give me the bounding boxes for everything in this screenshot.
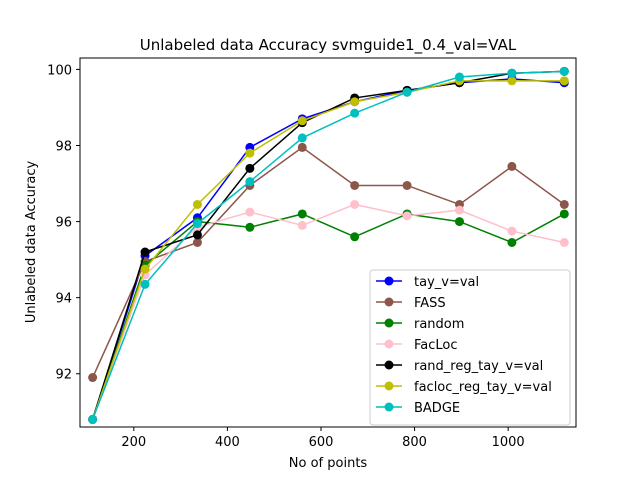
legend-item: BADGE — [376, 401, 460, 416]
y-axis: 92 94 96 98 100 — [47, 63, 80, 383]
x-tick-label: 600 — [309, 435, 334, 450]
data-point — [297, 116, 307, 126]
y-tick-label: 92 — [55, 368, 72, 383]
legend-item: random — [376, 317, 464, 332]
legend-item: FASS — [376, 296, 446, 311]
legend-item: facloc_reg_tay_v=val — [376, 380, 552, 395]
data-point — [297, 142, 307, 152]
legend-label: FASS — [414, 296, 446, 311]
data-point — [454, 217, 464, 227]
data-point — [454, 72, 464, 82]
legend-label: rand_reg_tay_v=val — [414, 359, 543, 374]
x-tick-label: 200 — [121, 435, 146, 450]
data-point — [192, 238, 202, 247]
data-point — [88, 373, 98, 383]
legend-label: BADGE — [414, 401, 460, 416]
legend-marker — [384, 381, 394, 391]
data-point — [245, 163, 255, 173]
series-line — [91, 80, 565, 420]
axes-frame — [79, 57, 577, 428]
y-tick-label: 98 — [55, 139, 72, 154]
legend-item: tay_v=val — [376, 275, 479, 290]
data-point — [402, 87, 412, 97]
x-tick-label: 400 — [215, 435, 240, 450]
x-axis: 200 400 600 800 1000 — [121, 427, 525, 450]
data-point — [507, 238, 517, 247]
legend-item: rand_reg_tay_v=val — [376, 359, 543, 374]
data-point — [192, 218, 202, 228]
data-point — [350, 97, 360, 107]
data-point — [507, 68, 517, 78]
data-point — [350, 199, 360, 209]
legend: tay_v=val FASS random FacLoc rand_reg_tay_v=… — [369, 269, 571, 426]
data-point — [88, 414, 98, 424]
chart-title: Unlabeled data Accuracy svmguide1_0.4_va… — [140, 36, 517, 55]
data-point — [140, 279, 150, 289]
data-point — [140, 264, 150, 274]
data-point — [245, 148, 255, 158]
data-point — [402, 180, 412, 190]
x-tick-label: 1000 — [492, 435, 525, 450]
data-point — [350, 108, 360, 118]
data-point — [507, 161, 517, 171]
y-tick-label: 96 — [55, 216, 72, 231]
y-tick-label: 94 — [55, 292, 72, 307]
data-point — [559, 238, 569, 247]
y-tick-label: 100 — [47, 63, 72, 78]
data-point — [507, 76, 517, 86]
data-point — [559, 199, 569, 209]
data-point — [350, 232, 360, 242]
legend-marker — [384, 360, 394, 370]
data-point — [559, 76, 569, 86]
data-point — [559, 209, 569, 219]
data-point — [297, 133, 307, 143]
data-point — [192, 230, 202, 240]
series-line — [91, 70, 565, 420]
legend-marker — [384, 402, 394, 412]
legend-label: tay_v=val — [414, 275, 479, 290]
data-point — [454, 205, 464, 215]
data-point — [245, 177, 255, 187]
legend-marker — [384, 297, 394, 307]
data-point — [140, 247, 150, 257]
legend-label: random — [414, 317, 464, 332]
data-point — [559, 66, 569, 76]
data-point — [402, 211, 412, 221]
data-point — [297, 209, 307, 219]
data-point — [297, 220, 307, 230]
data-point — [245, 207, 255, 217]
legend-marker — [384, 318, 394, 328]
y-axis-label: Unlabeled data Accuracy — [24, 161, 39, 324]
data-point — [192, 199, 202, 209]
legend-item: FacLoc — [376, 338, 458, 353]
data-point — [350, 180, 360, 190]
data-point — [245, 222, 255, 232]
legend-label: FacLoc — [414, 338, 458, 353]
data-point — [507, 226, 517, 236]
x-tick-label: 800 — [402, 435, 427, 450]
legend-label: facloc_reg_tay_v=val — [414, 380, 552, 395]
series-6 — [88, 66, 569, 424]
plot-area — [88, 66, 569, 424]
x-axis-label: No of points — [289, 456, 368, 471]
legend-marker — [384, 276, 394, 286]
series-line — [91, 203, 565, 420]
series-line — [91, 70, 565, 420]
legend-marker — [384, 339, 394, 349]
legend-box — [369, 269, 571, 426]
